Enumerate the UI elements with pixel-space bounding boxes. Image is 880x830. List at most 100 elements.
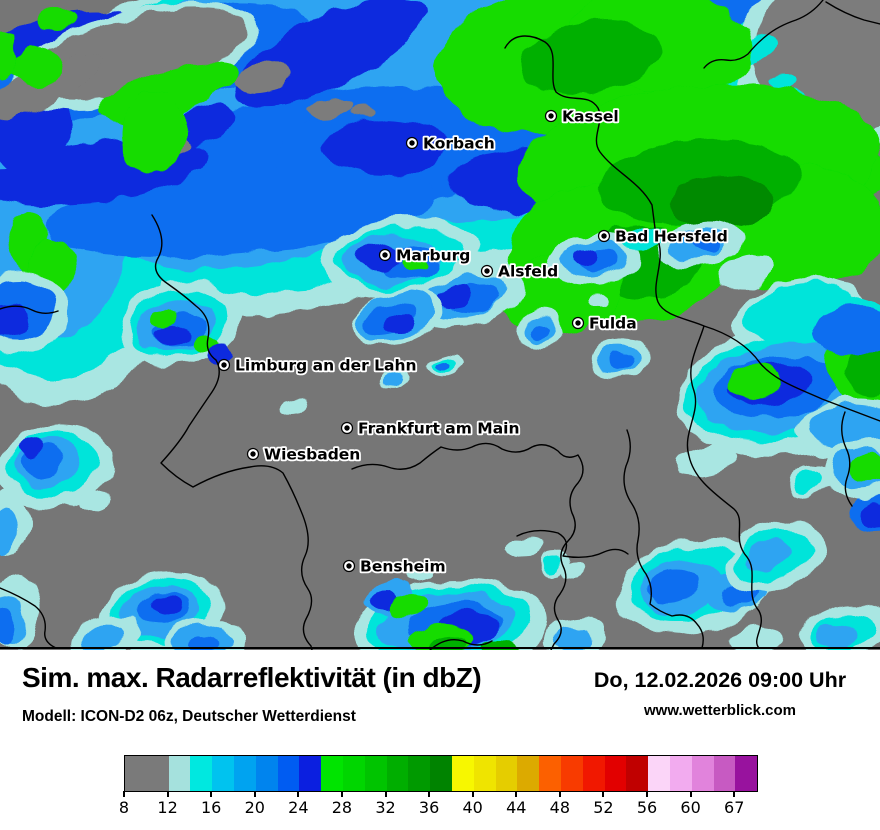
state-border-line <box>151 214 313 650</box>
state-border-line <box>429 638 493 650</box>
forecast-datetime: Do, 12.02.2026 09:00 Uhr <box>593 668 847 692</box>
legend-segment <box>342 756 365 791</box>
precip-blob <box>792 470 824 492</box>
legend-segment <box>408 756 431 791</box>
precip-blob <box>308 99 352 117</box>
precip-blob <box>79 490 111 512</box>
state-border-line <box>825 1 880 25</box>
precip-blob <box>38 9 76 31</box>
city-label: Wiesbaden <box>264 446 360 464</box>
precip-blob <box>0 607 15 645</box>
state-border-line <box>516 529 629 559</box>
state-borders <box>0 0 880 650</box>
precip-blob <box>0 32 18 78</box>
precip-blob <box>150 308 176 326</box>
precip-blob <box>770 74 794 90</box>
legend-segment <box>495 756 518 791</box>
city-label: Alsfeld <box>498 263 558 281</box>
precip-blob <box>120 90 184 174</box>
legend-tick-label: 28 <box>331 798 353 817</box>
legend-tick-label: 40 <box>462 798 483 817</box>
state-border-line <box>351 442 584 650</box>
legend-tick-label: 36 <box>418 798 440 817</box>
legend-tick-label: 16 <box>200 798 222 817</box>
radar-map: Kassel Korbach Marburg Alsfeld Bad Hersfeld F… <box>0 0 880 650</box>
precip-blob <box>609 354 631 368</box>
legend-tick-mark <box>297 791 300 797</box>
legend-tick-label: 52 <box>593 798 614 817</box>
legend-segment <box>604 756 627 791</box>
legend-tick-mark <box>558 791 561 797</box>
legend-tick-mark <box>471 791 474 797</box>
city-marker-dot <box>575 320 581 326</box>
precip-blob <box>348 106 376 118</box>
legend-tick-label: 20 <box>244 798 265 817</box>
legend-tick-mark <box>646 791 649 797</box>
precip-blob <box>323 119 447 175</box>
precip-blob <box>208 344 234 362</box>
legend-segment <box>430 756 452 791</box>
legend-tick-label: 12 <box>157 798 178 817</box>
precip-blob <box>817 623 859 649</box>
state-border-line <box>686 325 762 649</box>
legend-segment <box>190 756 213 791</box>
legend-segment <box>582 756 605 791</box>
city-marker-dot <box>221 362 227 368</box>
city-marker-dot <box>548 113 554 119</box>
city-label: Marburg <box>396 247 470 265</box>
legend-segment <box>669 756 692 791</box>
legend-tick-label: 24 <box>288 798 309 817</box>
precip-blob <box>589 292 607 304</box>
precip-blob <box>540 557 560 571</box>
legend-segment <box>364 756 387 791</box>
legend-segment <box>560 756 583 791</box>
legend-tick-mark <box>210 791 213 797</box>
legend-segment <box>451 756 474 791</box>
city-label: Bad Hersfeld <box>615 228 728 246</box>
model-info: Modell: ICON-D2 06z, Deutscher Wetterdie… <box>22 708 356 725</box>
precip-blob <box>155 325 189 347</box>
precip-blob <box>150 595 184 617</box>
color-scale-bar <box>124 755 758 792</box>
legend-tick-mark <box>123 791 125 797</box>
legend-tick-mark <box>689 791 692 797</box>
legend-tick-mark <box>602 791 605 797</box>
precip-blob <box>716 253 774 291</box>
legend-segment <box>735 756 758 791</box>
website-url: www.wetterblick.com <box>644 702 796 719</box>
precip-blob <box>816 306 880 358</box>
precip-blob <box>190 634 222 650</box>
precip-blob <box>0 510 17 554</box>
precip-blob <box>732 628 784 650</box>
legend-segment <box>233 756 256 791</box>
legend-tick-label: 44 <box>506 798 527 817</box>
legend-segment <box>517 756 540 791</box>
precip-blob <box>562 562 584 580</box>
legend-segment <box>212 756 234 791</box>
precip-blob <box>688 234 722 254</box>
city-bensheim: Bensheim <box>342 556 447 577</box>
city-label: Frankfurt am Main <box>358 420 520 438</box>
legend-tick-mark <box>340 791 343 797</box>
legend-tick-label: 48 <box>549 798 571 817</box>
legend-tick-mark <box>515 791 518 797</box>
city-marker-dot <box>601 233 607 239</box>
precip-blob <box>506 535 544 557</box>
legend-segment <box>386 756 409 791</box>
city-korbach: Korbach <box>405 133 497 154</box>
precip-blob <box>574 248 596 264</box>
legend-segment <box>626 756 649 791</box>
city-limburg-an-der-lahn: Limburg an der Lahn <box>217 355 418 376</box>
legend-segment <box>539 756 561 791</box>
state-border-line <box>623 429 704 649</box>
precip-blob <box>407 565 433 581</box>
legend-tick-mark <box>253 791 256 797</box>
city-label: Bensheim <box>360 558 446 576</box>
city-label: Fulda <box>589 315 637 333</box>
legend-tick-mark <box>166 791 169 797</box>
precip-blob <box>433 359 447 369</box>
precip-blob <box>530 323 550 339</box>
legend-segment <box>277 756 300 791</box>
city-marker-dot <box>250 451 256 457</box>
precip-blob <box>11 48 63 86</box>
